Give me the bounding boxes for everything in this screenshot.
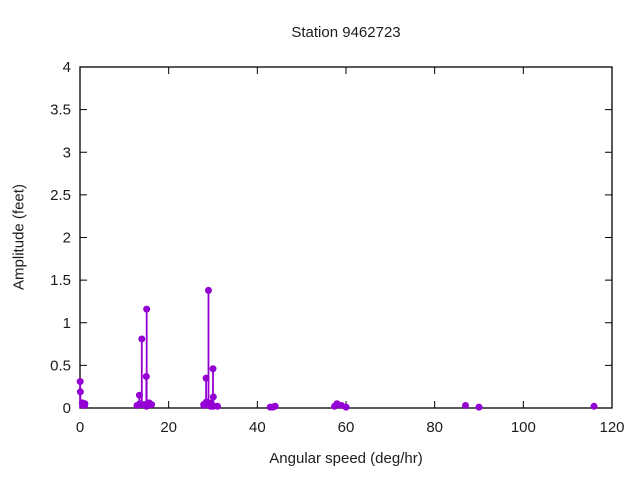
y-tick-label: 2.5 xyxy=(50,187,71,204)
x-ticks: 0 20 40 60 80 100 120 xyxy=(76,67,625,436)
plot-frame xyxy=(79,66,613,409)
data-point xyxy=(76,378,84,386)
data-point xyxy=(76,388,84,396)
x-tick-label: 40 xyxy=(249,419,266,436)
series-amplitude xyxy=(76,286,598,411)
data-point xyxy=(461,401,469,409)
data-point xyxy=(475,403,483,411)
data-point xyxy=(342,403,350,411)
x-tick-label: 60 xyxy=(338,419,355,436)
y-tick-label: 4 xyxy=(63,59,71,76)
y-tick-label: 1 xyxy=(63,315,71,332)
data-point xyxy=(204,286,212,294)
y-tick-label: 0 xyxy=(63,400,71,417)
x-tick-label: 20 xyxy=(160,419,177,436)
y-tick-label: 0.5 xyxy=(50,357,71,374)
x-tick-label: 100 xyxy=(511,419,536,436)
x-axis-label: Angular speed (deg/hr) xyxy=(269,450,423,467)
y-ticks: 0 0.5 1 1.5 2 2.5 3 3.5 4 xyxy=(50,59,612,417)
data-point xyxy=(148,401,156,409)
data-point xyxy=(590,402,598,410)
x-tick-label: 0 xyxy=(76,419,84,436)
data-point xyxy=(81,400,89,408)
data-point xyxy=(143,305,151,313)
y-tick-label: 1.5 xyxy=(50,272,71,289)
chart-title: Station 9462723 xyxy=(291,24,401,41)
x-tick-label: 80 xyxy=(426,419,443,436)
data-point xyxy=(214,402,222,410)
y-tick-label: 2 xyxy=(63,230,71,247)
data-point xyxy=(138,335,146,343)
data-point xyxy=(209,393,217,401)
x-tick-label: 120 xyxy=(599,419,624,436)
y-tick-label: 3.5 xyxy=(50,102,71,119)
data-point xyxy=(271,402,279,410)
y-tick-label: 3 xyxy=(63,144,71,161)
data-point xyxy=(209,365,217,373)
